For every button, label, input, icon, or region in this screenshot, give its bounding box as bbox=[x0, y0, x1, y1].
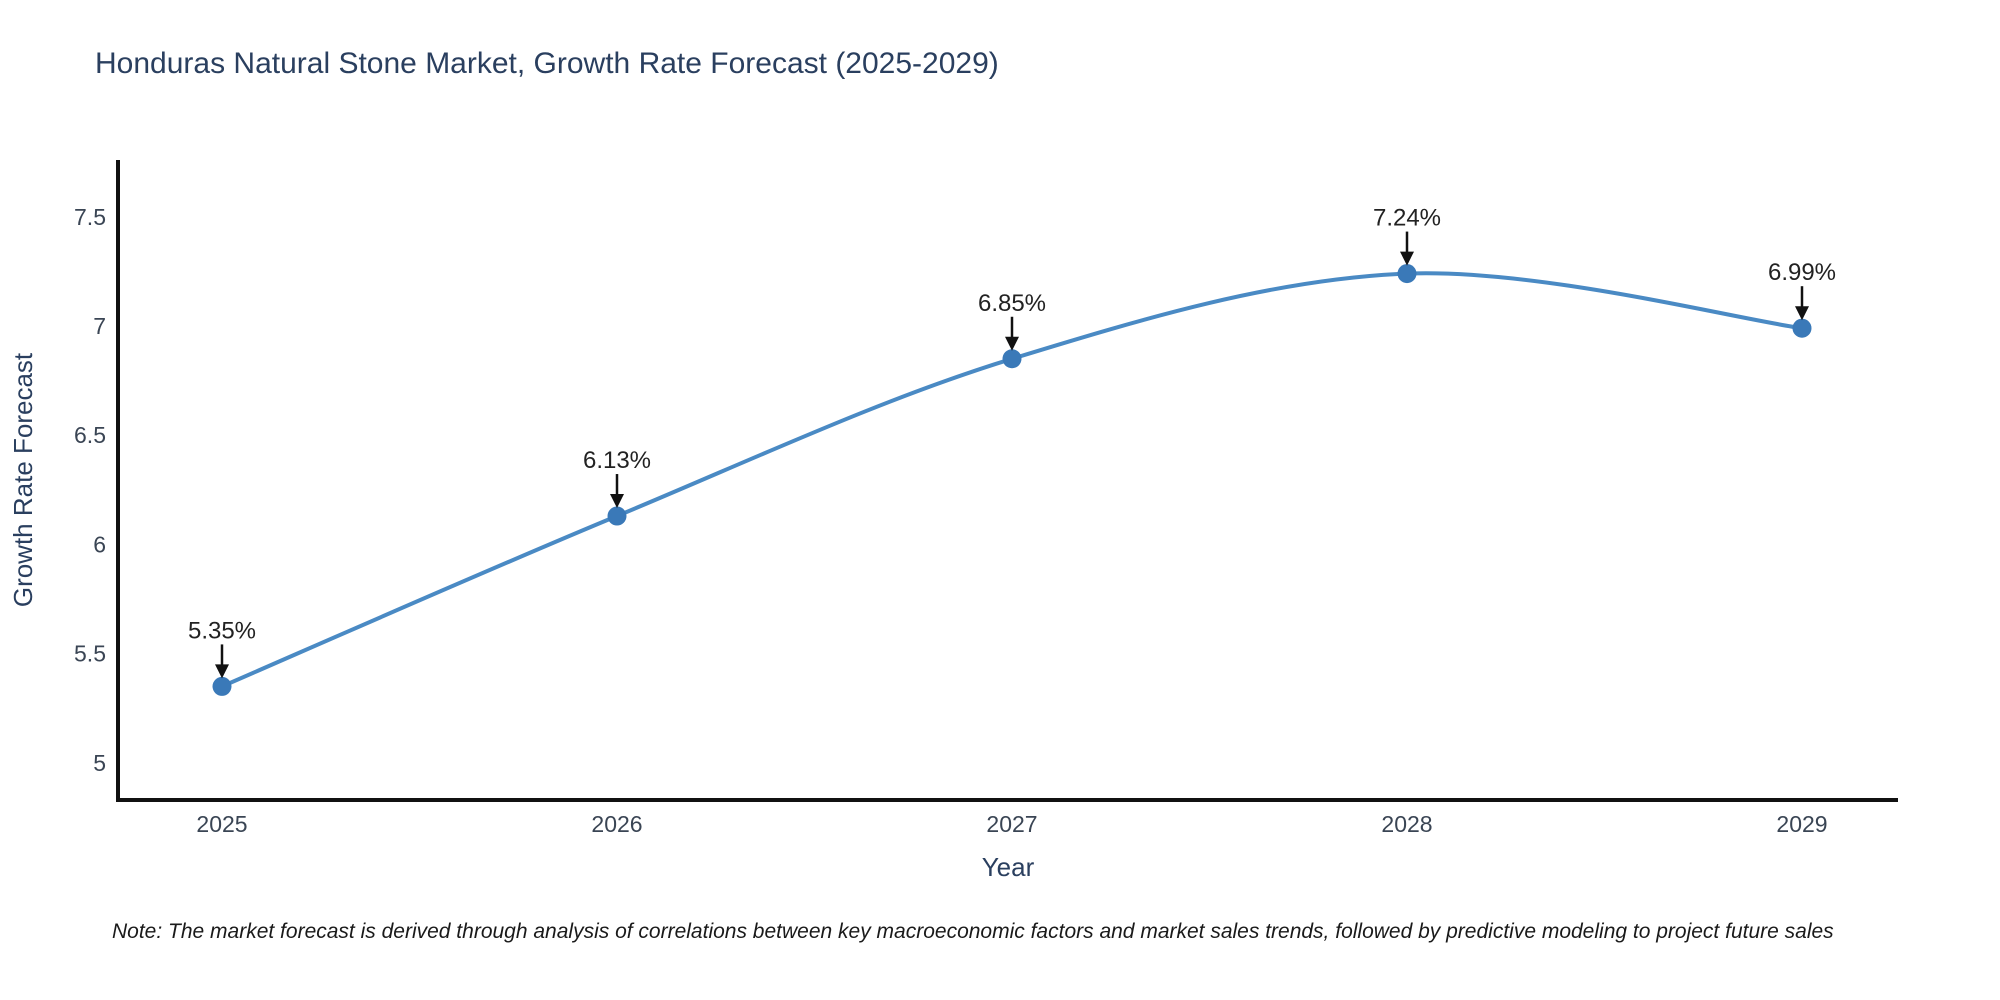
annotation-label: 5.35% bbox=[188, 617, 256, 644]
annotation-arrow-head bbox=[1400, 251, 1414, 266]
x-tick-label: 2025 bbox=[196, 811, 247, 837]
y-tick-label: 5.5 bbox=[74, 641, 106, 667]
y-axis-title: Growth Rate Forecast bbox=[8, 352, 38, 607]
data-point-marker bbox=[1002, 349, 1022, 369]
chart-note: Note: The market forecast is derived thr… bbox=[112, 920, 1834, 943]
data-point-marker bbox=[1792, 318, 1812, 338]
annotation-arrow-head bbox=[215, 664, 229, 679]
y-tick-label: 5 bbox=[93, 750, 106, 776]
annotation-arrow-head bbox=[610, 494, 624, 509]
x-tick-label: 2028 bbox=[1381, 811, 1432, 837]
chart-title: Honduras Natural Stone Market, Growth Ra… bbox=[95, 47, 999, 80]
data-point-marker bbox=[212, 676, 232, 696]
x-tick-label: 2027 bbox=[986, 811, 1037, 837]
annotation-arrow-head bbox=[1795, 306, 1809, 321]
annotation-label: 7.24% bbox=[1373, 205, 1441, 232]
data-point-marker bbox=[1397, 264, 1417, 284]
annotation-arrow-head bbox=[1005, 336, 1019, 351]
y-tick-label: 7 bbox=[93, 313, 106, 339]
data-point-marker bbox=[607, 506, 627, 526]
x-tick-label: 2029 bbox=[1776, 811, 1827, 837]
annotation-label: 6.99% bbox=[1768, 259, 1836, 286]
y-tick-label: 6 bbox=[93, 531, 106, 557]
y-tick-label: 7.5 bbox=[74, 204, 106, 230]
annotation-label: 6.85% bbox=[978, 290, 1046, 317]
annotation-label: 6.13% bbox=[583, 447, 651, 474]
y-tick-label: 6.5 bbox=[74, 422, 106, 448]
x-axis-title: Year bbox=[982, 852, 1035, 882]
x-tick-label: 2026 bbox=[591, 811, 642, 837]
